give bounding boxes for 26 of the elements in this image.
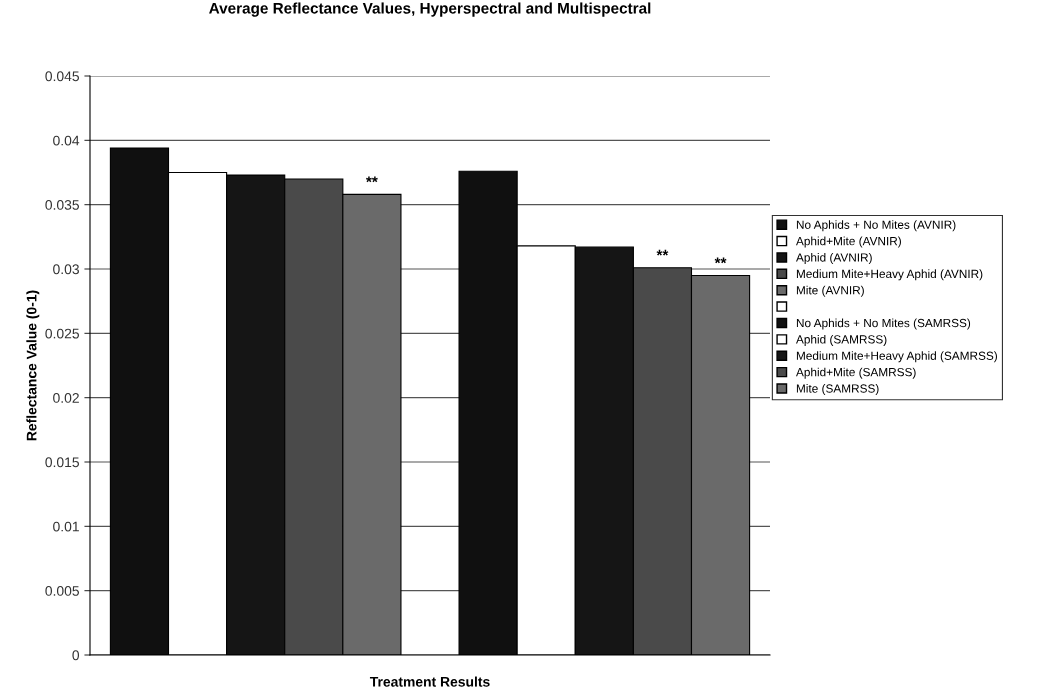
legend-label: Aphid (AVNIR) — [796, 252, 872, 264]
legend-label: Aphid+Mite (SAMRSS) — [796, 367, 916, 379]
legend-label: Medium Mite+Heavy Aphid (SAMRSS) — [796, 351, 997, 363]
annotation: ** — [365, 176, 378, 183]
y-tick-label: 0.03 — [53, 264, 79, 275]
y-tick-label: 0.01 — [53, 521, 79, 532]
y-tick-label: 0 — [72, 650, 80, 661]
y-axis-title: Reflectance Value (0-1) — [26, 290, 40, 441]
legend-label: Mite (AVNIR) — [796, 285, 864, 297]
legend-label: Aphid (SAMRSS) — [796, 334, 887, 346]
y-tick-label: 0.015 — [45, 457, 79, 468]
annotation: ** — [656, 249, 669, 256]
y-tick-label: 0.025 — [45, 328, 79, 339]
y-tick-label: 0.005 — [45, 586, 79, 596]
legend-label: Medium Mite+Heavy Aphid (AVNIR) — [796, 269, 983, 281]
legend-label: Aphid+Mite (AVNIR) — [796, 236, 901, 248]
legend-label: Mite (SAMRSS) — [796, 384, 879, 396]
y-tick-label: 0.035 — [45, 200, 79, 210]
chart-title: Average Reflectance Values, Hyperspectral and Multispectral — [209, 2, 651, 17]
y-tick-label: 0.04 — [53, 135, 80, 146]
x-axis-title: Treatment Results — [369, 676, 490, 687]
annotation: ** — [714, 257, 727, 264]
y-tick-label: 0.02 — [53, 393, 79, 403]
y-tick-label: 0.045 — [45, 71, 79, 82]
legend-label: No Aphids + No Mites (AVNIR) — [796, 220, 956, 232]
legend-label: No Aphids + No Mites (SAMRSS) — [796, 318, 971, 330]
